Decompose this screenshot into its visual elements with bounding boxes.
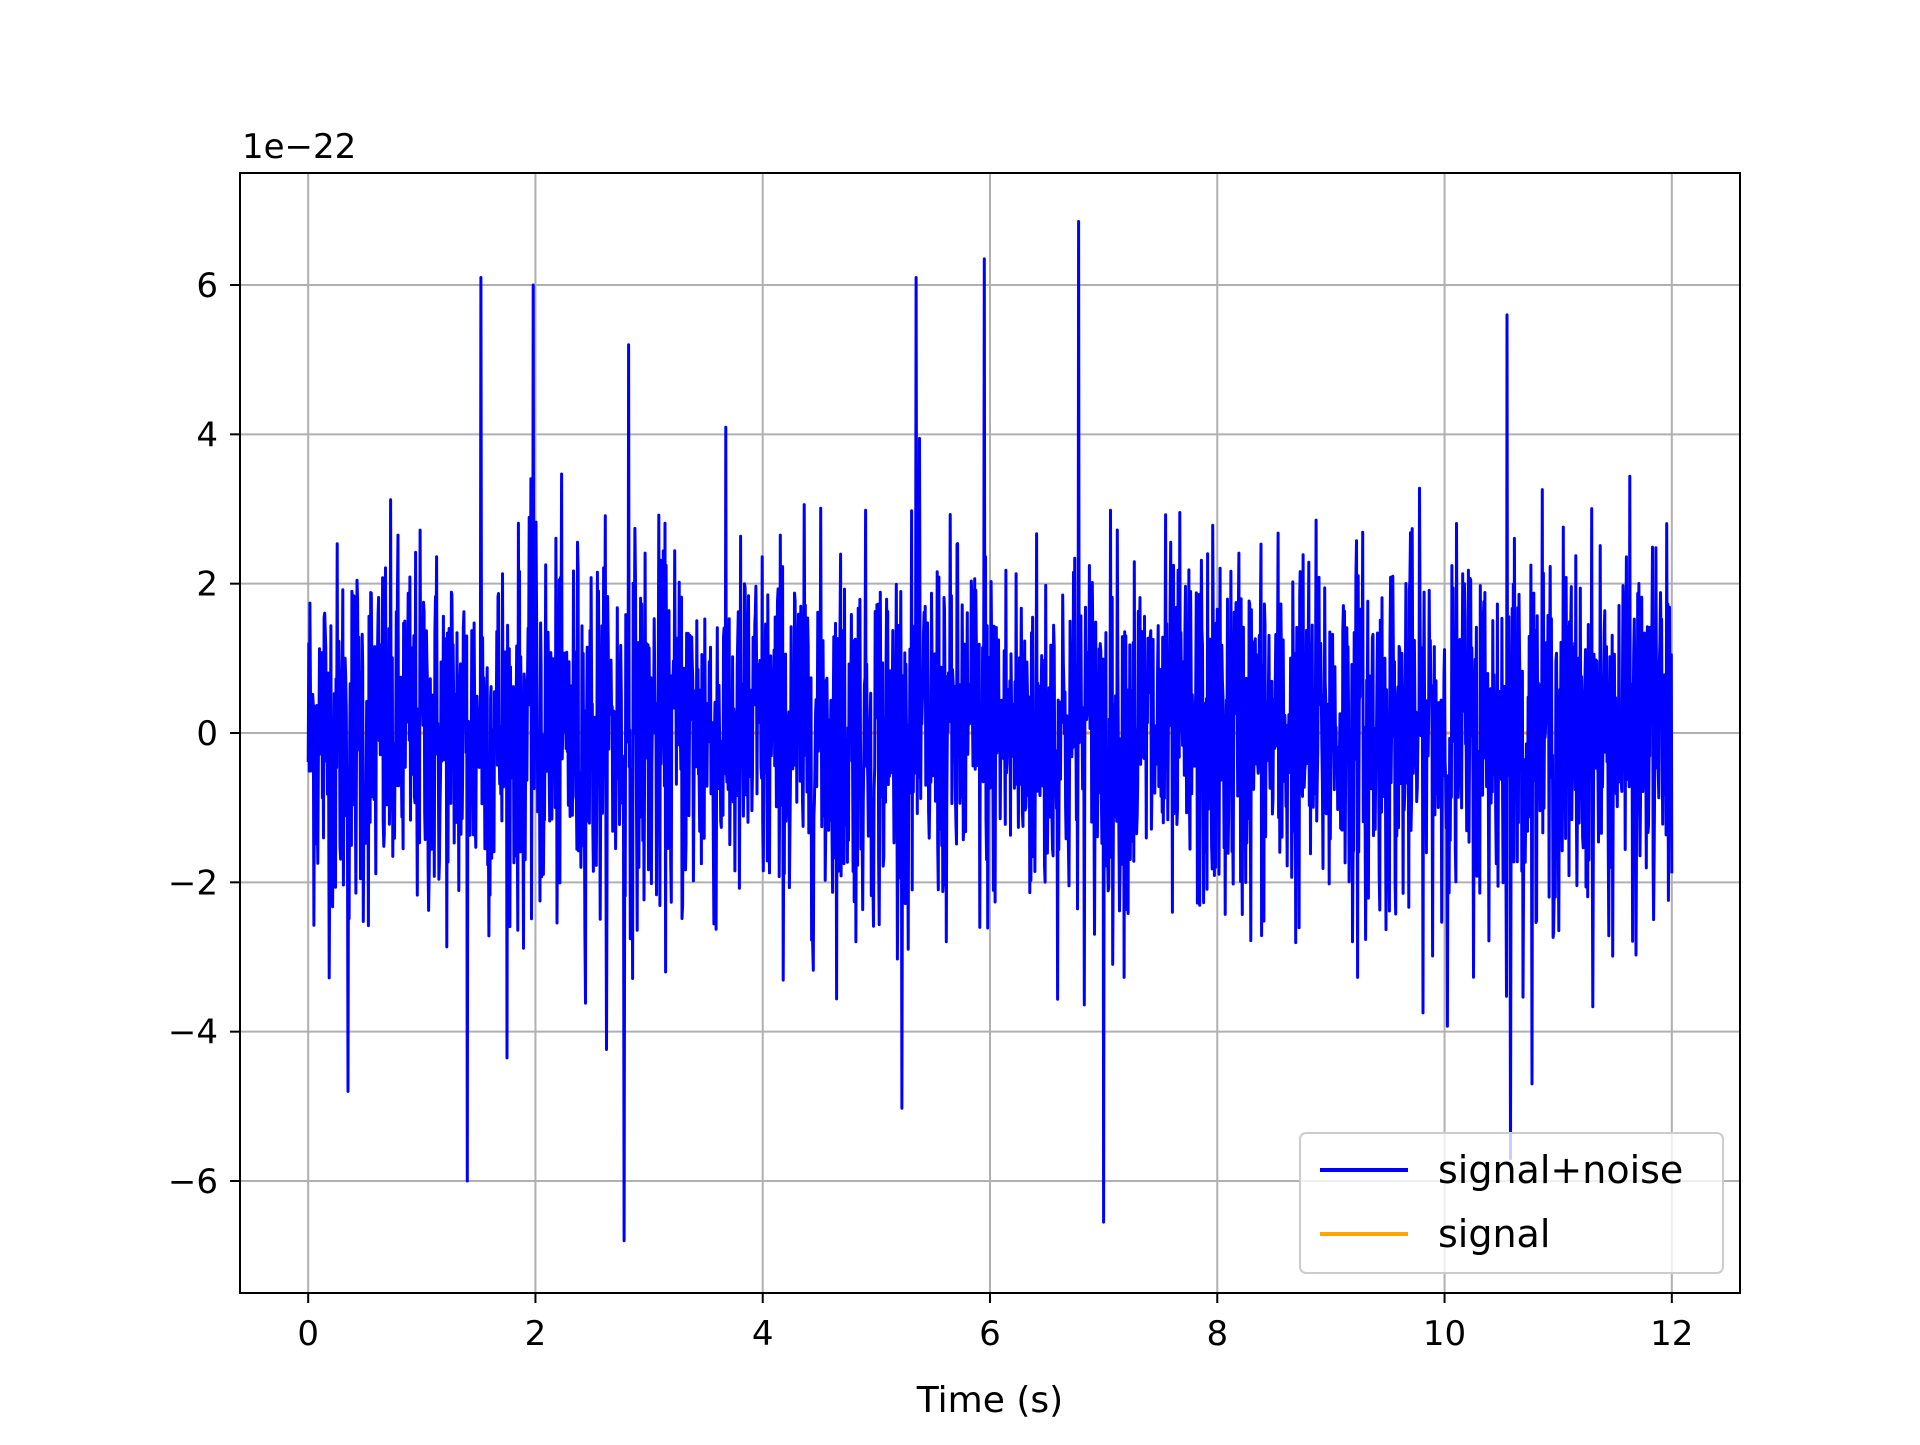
plot-area <box>306 220 1674 1243</box>
x-tick-label: 12 <box>1650 1314 1693 1354</box>
legend-label-signal-noise: signal+noise <box>1438 1148 1683 1192</box>
y-tick-label: 6 <box>196 266 218 306</box>
x-tick-label: 0 <box>297 1314 319 1354</box>
y-tick-label: −6 <box>168 1162 218 1202</box>
legend: signal+noise signal <box>1299 1132 1724 1274</box>
x-tick-label: 6 <box>979 1314 1001 1354</box>
y-tick-label: −4 <box>168 1013 218 1053</box>
x-tick-label: 8 <box>1206 1314 1228 1354</box>
y-tick-label: 2 <box>196 565 218 605</box>
y-tick-label: 0 <box>196 714 218 754</box>
x-tick-label: 4 <box>752 1314 774 1354</box>
ticks: 0 2 4 6 8 10 12 −6 −4 −2 0 2 4 6 <box>168 266 1694 1354</box>
x-tick-label: 2 <box>525 1314 547 1354</box>
y-offset-text: 1e−22 <box>242 127 356 167</box>
y-tick-label: 4 <box>196 415 218 455</box>
x-axis-label: Time (s) <box>916 1380 1063 1421</box>
series-line-signal-noise <box>306 220 1674 1243</box>
x-tick-label: 10 <box>1423 1314 1466 1354</box>
legend-label-signal: signal <box>1438 1212 1550 1256</box>
y-tick-label: −2 <box>168 863 218 903</box>
